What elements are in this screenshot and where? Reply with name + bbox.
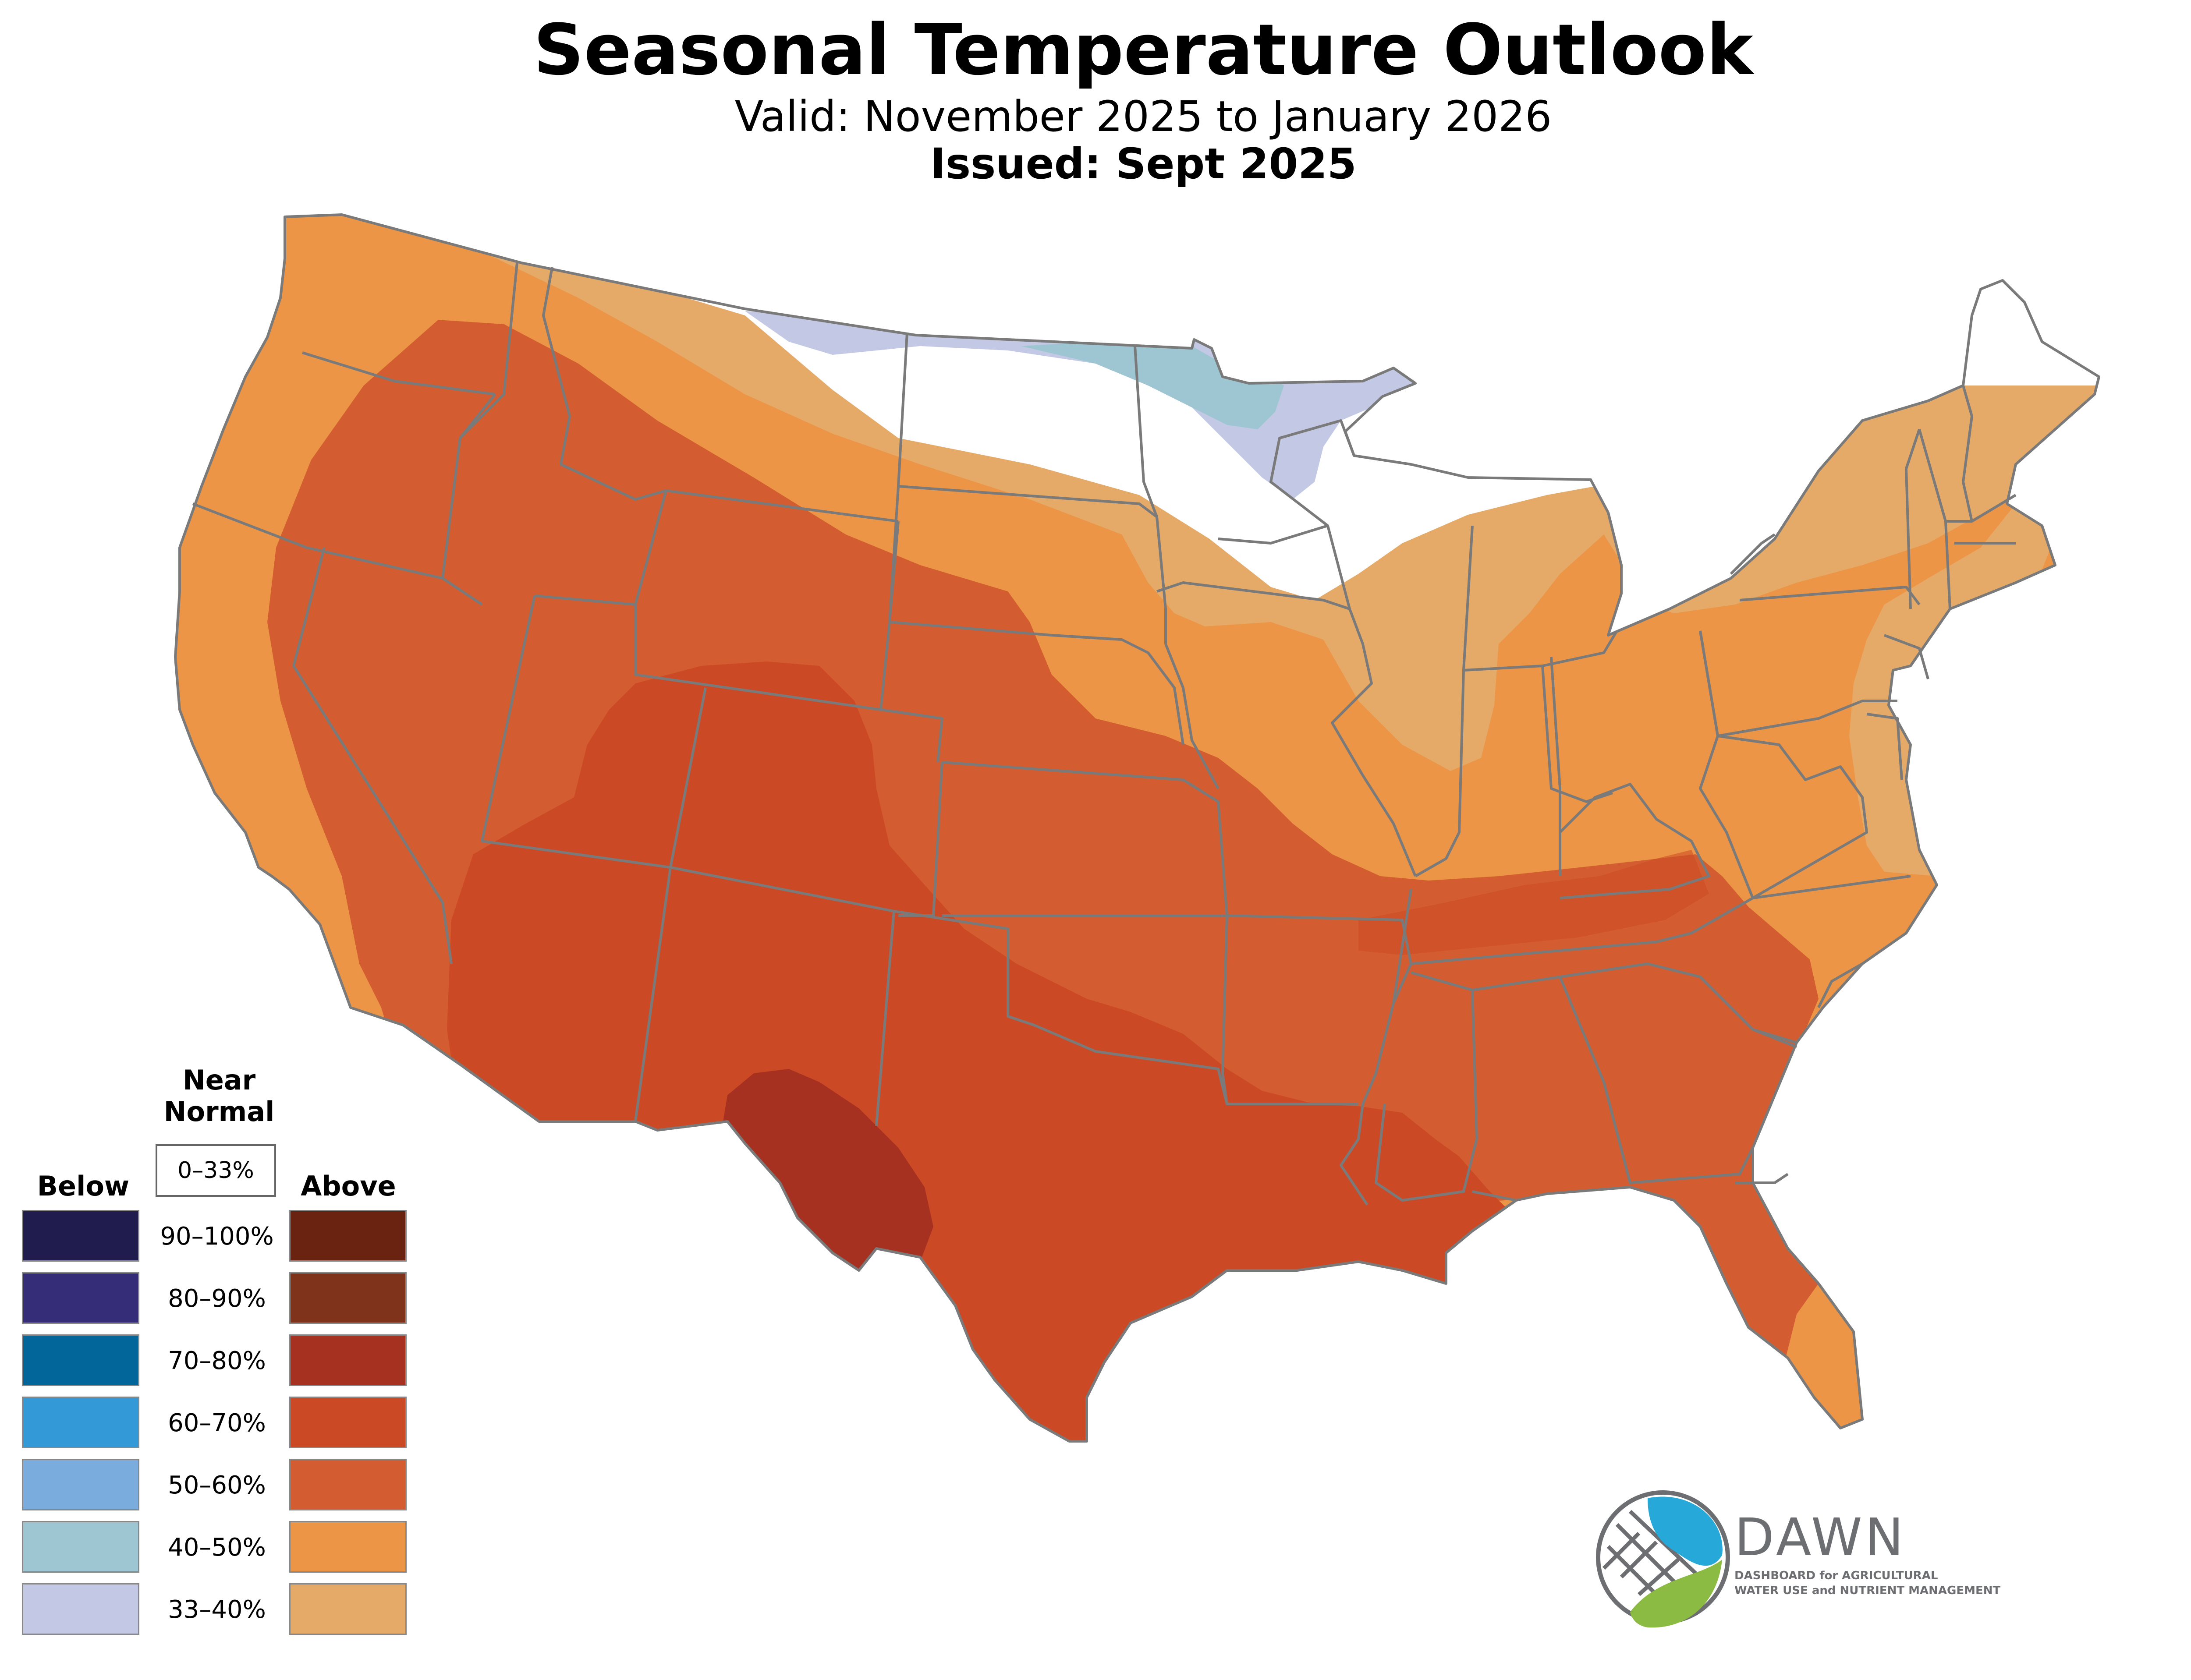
legend-swatch-below-50-60 xyxy=(22,1459,139,1510)
legend-swatch-above-60-70 xyxy=(289,1397,407,1448)
dawn-blue-drop xyxy=(1648,1496,1723,1566)
dawn-logo-name: DAWN xyxy=(1734,1507,1907,1567)
legend-label-33-40: 33–40% xyxy=(168,1595,266,1624)
legend-above-heading: Above xyxy=(301,1170,396,1202)
zone-above-60-70-gulf xyxy=(1249,1095,1516,1292)
legend-swatch-above-70-80 xyxy=(289,1334,407,1386)
legend-below-heading: Below xyxy=(37,1170,130,1202)
legend-near-normal-box: 0–33% xyxy=(156,1144,276,1197)
legend-label-50-60: 50–60% xyxy=(168,1471,266,1500)
state-boundaries xyxy=(174,213,2100,1443)
legend-near-normal-heading: Near Normal xyxy=(163,1064,275,1128)
legend-label-80-90: 80–90% xyxy=(168,1284,266,1313)
issued-date: Issued: Sept 2025 xyxy=(930,139,1357,188)
zone-above-60-70-tn xyxy=(1358,850,1709,955)
zone-above-70-80 xyxy=(723,1069,933,1279)
valid-period: Valid: November 2025 to January 2026 xyxy=(734,92,1552,141)
dawn-logo-tagline: DASHBOARD for AGRICULTURAL WATER USE and… xyxy=(1734,1568,2000,1598)
map-title: Seasonal Temperature Outlook xyxy=(533,9,1753,91)
dawn-tagline-line2: WATER USE and NUTRIENT MANAGEMENT xyxy=(1734,1584,2001,1597)
legend-swatch-above-50-60 xyxy=(289,1459,407,1510)
legend-swatch-below-60-70 xyxy=(22,1397,139,1448)
legend-swatch-below-70-80 xyxy=(22,1334,139,1386)
dawn-green-leaf xyxy=(1630,1560,1722,1628)
legend-swatch-below-80-90 xyxy=(22,1272,139,1324)
legend-swatch-below-40-50 xyxy=(22,1521,139,1573)
legend-swatch-above-80-90 xyxy=(289,1272,407,1324)
dawn-logo-mark xyxy=(1596,1490,1730,1628)
legend-swatch-above-33-40 xyxy=(289,1583,407,1635)
legend-swatch-below-90-100 xyxy=(22,1210,139,1262)
legend-swatch-above-90-100 xyxy=(289,1210,407,1262)
legend-label-60-70: 60–70% xyxy=(168,1409,266,1437)
legend-label-90-100: 90–100% xyxy=(160,1222,274,1251)
dawn-tagline-line1: DASHBOARD for AGRICULTURAL xyxy=(1734,1569,1938,1582)
legend-swatch-below-33-40 xyxy=(22,1583,139,1635)
legend-swatch-above-40-50 xyxy=(289,1521,407,1573)
legend-label-70-80: 70–80% xyxy=(168,1347,266,1375)
legend-label-40-50: 40–50% xyxy=(168,1533,266,1562)
